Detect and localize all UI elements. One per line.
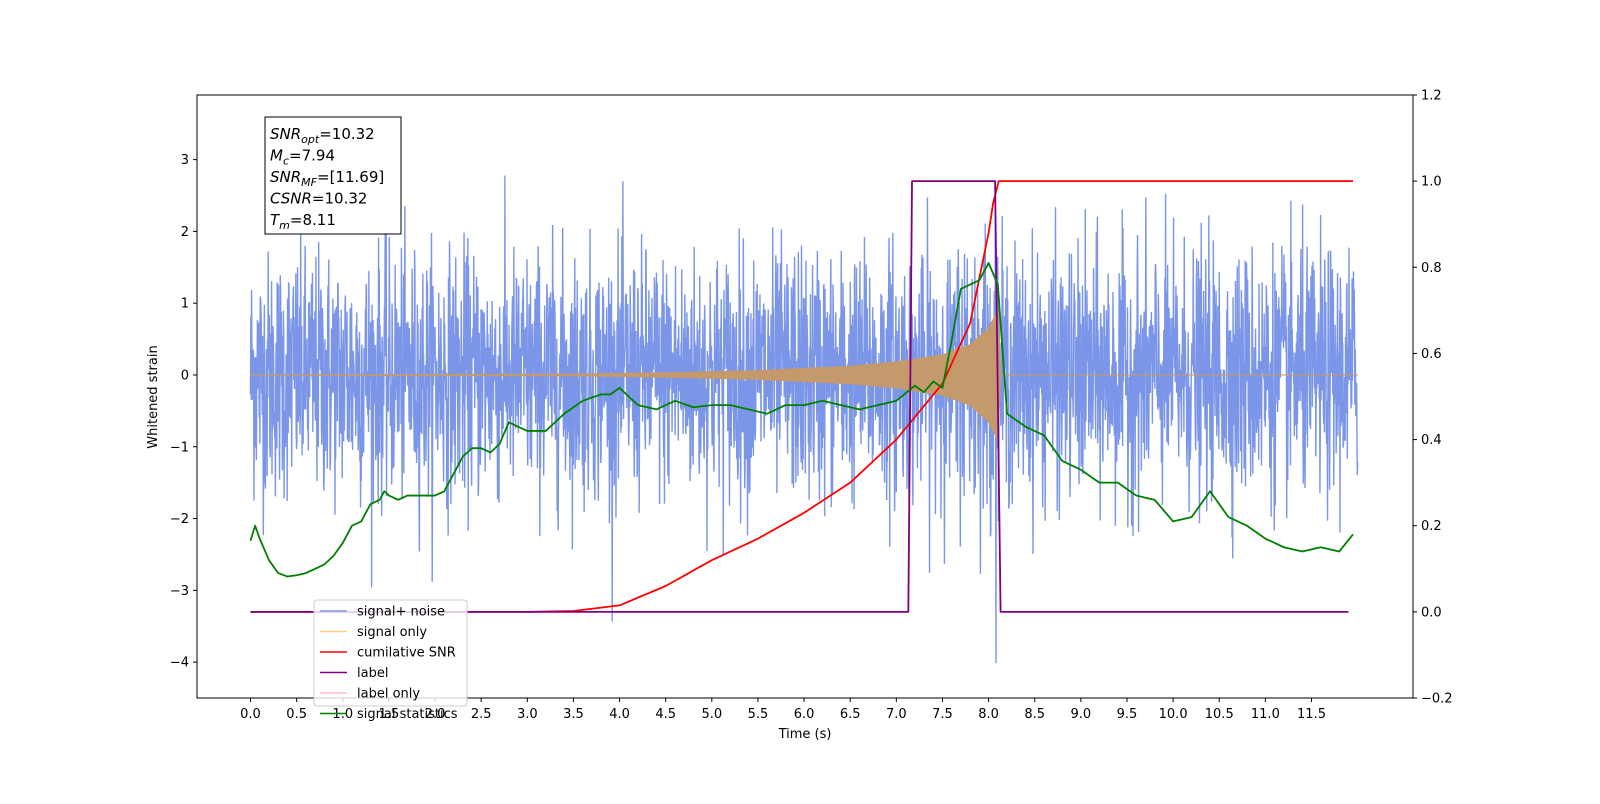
y-axis-label-left: Whitened strain bbox=[146, 345, 161, 448]
legend: signal+ noise signal only cumilative SNR la… bbox=[313, 599, 468, 722]
x-tick-label: 9.5 bbox=[1117, 707, 1138, 722]
legend-label: signal+ noise bbox=[357, 605, 445, 620]
legend-label: label bbox=[357, 666, 388, 681]
x-axis-label: Time (s) bbox=[778, 727, 832, 742]
annotation-line: CSNR=10.32 bbox=[270, 190, 367, 208]
x-tick-label: 2.0 bbox=[425, 707, 446, 722]
legend-label: signal only bbox=[357, 625, 427, 640]
x-tick-label: 3.0 bbox=[517, 707, 538, 722]
annotation-box: SNRopt=10.32Mc=7.94SNRMF=[11.69]CSNR=10.… bbox=[264, 116, 402, 235]
annotation-frame bbox=[264, 116, 402, 235]
x-tick-label: 1.5 bbox=[379, 707, 400, 722]
y-tick-label-right: −0.2 bbox=[1421, 692, 1453, 707]
y-tick-label-right: 0.2 bbox=[1421, 519, 1442, 534]
legend-label: label only bbox=[357, 687, 420, 702]
y-tick-label-right: 0.6 bbox=[1421, 347, 1442, 362]
y-tick-label-right: 1.2 bbox=[1421, 89, 1442, 104]
y-tick-label-left: 0 bbox=[181, 368, 189, 383]
x-tick-label: 11.0 bbox=[1251, 707, 1280, 722]
x-tick-label: 8.5 bbox=[1024, 707, 1045, 722]
x-tick-label: 10.5 bbox=[1205, 707, 1234, 722]
y-tick-label-left: −2 bbox=[170, 512, 189, 527]
x-tick-label: 6.5 bbox=[840, 707, 861, 722]
annotation-line: Mc=7.94 bbox=[270, 147, 335, 168]
series-signal-only bbox=[250, 308, 1358, 442]
x-tick-label: 2.5 bbox=[471, 707, 492, 722]
series-label bbox=[250, 180, 1349, 613]
y-tick-label-right: 1.0 bbox=[1421, 175, 1442, 190]
x-tick-label: 1.0 bbox=[332, 707, 353, 722]
x-tick-label: 4.5 bbox=[655, 707, 676, 722]
x-tick-label: 3.5 bbox=[563, 707, 584, 722]
x-tick-label: 10.0 bbox=[1159, 707, 1188, 722]
plot-layer bbox=[249, 175, 1359, 664]
y-tick-label-left: 1 bbox=[181, 297, 189, 312]
legend-label: signal statistics bbox=[357, 707, 458, 722]
x-tick-label: 5.0 bbox=[701, 707, 722, 722]
annotation-line: SNRMF=[11.69] bbox=[270, 168, 384, 189]
x-tick-label: 4.0 bbox=[609, 707, 630, 722]
x-tick-label: 6.0 bbox=[794, 707, 815, 722]
x-tick-label: 8.0 bbox=[978, 707, 999, 722]
x-tick-label: 9.0 bbox=[1071, 707, 1092, 722]
y-tick-label-left: 2 bbox=[181, 225, 189, 240]
y-tick-label-left: −4 bbox=[170, 656, 189, 671]
legend-frame bbox=[313, 599, 468, 707]
y-tick-label-right: 0.0 bbox=[1421, 605, 1442, 620]
axes-layer: 0.0 0.5 1.0 1.5 2.0 2.5 3.0 3.5 4.0 4.5 5.0 5.5 6.0 6… bbox=[170, 89, 1453, 723]
x-tick-label: 5.5 bbox=[748, 707, 769, 722]
series-signal-plus-noise bbox=[249, 175, 1359, 664]
y-tick-label-right: 0.8 bbox=[1421, 261, 1442, 276]
series-signal-statistics bbox=[249, 262, 1354, 578]
legend-label: cumilative SNR bbox=[357, 646, 456, 661]
y-tick-label-right: 0.4 bbox=[1421, 433, 1442, 448]
annotation-line: Tm=8.11 bbox=[270, 211, 336, 232]
x-tick-label: 7.5 bbox=[932, 707, 953, 722]
annotation-line: SNRopt=10.32 bbox=[270, 125, 375, 146]
series-cumilative-snr bbox=[250, 180, 1354, 613]
x-tick-label: 0.5 bbox=[286, 707, 307, 722]
y-tick-label-left: −3 bbox=[170, 584, 189, 599]
x-tick-label: 0.0 bbox=[240, 707, 261, 722]
x-tick-label: 11.5 bbox=[1297, 707, 1326, 722]
y-tick-label-left: −1 bbox=[170, 440, 189, 455]
x-tick-label: 7.0 bbox=[886, 707, 907, 722]
y-tick-label-left: 3 bbox=[181, 153, 189, 168]
plot-frame bbox=[196, 94, 1414, 699]
